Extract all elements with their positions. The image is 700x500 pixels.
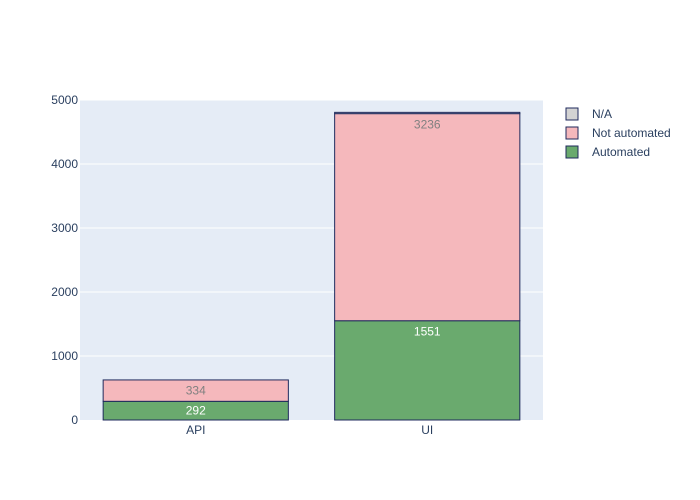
y-tick-label: 0: [71, 413, 78, 427]
legend-swatch: [565, 126, 579, 140]
data-label: 3236: [414, 118, 441, 132]
legend-swatch: [565, 145, 579, 159]
y-tick-label: 3000: [51, 221, 78, 235]
bar-not-automated-api[interactable]: [102, 379, 289, 402]
y-tick-label: 2000: [51, 285, 78, 299]
y-tick-label: 1000: [51, 349, 78, 363]
legend-label: N/A: [592, 107, 612, 121]
y-tick-label: 5000: [51, 93, 78, 107]
legend-swatch: [565, 107, 579, 121]
x-tick-label: UI: [421, 423, 433, 437]
data-label: 292: [186, 404, 206, 418]
x-tick-label: API: [186, 423, 205, 437]
bars: [102, 111, 521, 421]
x-axis: API UI: [186, 423, 433, 437]
bar-automated-ui[interactable]: [334, 320, 521, 421]
legend-item-automated[interactable]: Automated: [565, 145, 650, 159]
legend-label: Not automated: [592, 126, 671, 140]
bar-not-automated-ui[interactable]: [334, 113, 521, 322]
legend-label: Automated: [592, 145, 650, 159]
y-tick-label: 4000: [51, 157, 78, 171]
legend[interactable]: N/A Not automated Automated: [565, 107, 671, 159]
legend-item-n-a[interactable]: N/A: [565, 107, 612, 121]
data-labels: 292 334 1551 3236: [186, 118, 441, 418]
data-label: 1551: [414, 325, 441, 339]
data-label: 334: [186, 384, 206, 398]
legend-item-not-automated[interactable]: Not automated: [565, 126, 671, 140]
bar-n-a-ui[interactable]: [334, 111, 521, 115]
y-axis: 0 1000 2000 3000 4000 5000: [51, 93, 78, 427]
